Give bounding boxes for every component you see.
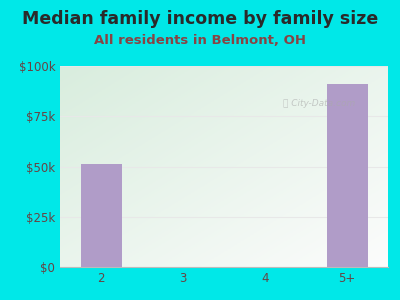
Bar — [326, 84, 368, 267]
Text: All residents in Belmont, OH: All residents in Belmont, OH — [94, 34, 306, 47]
Text: ⓘ City-Data.com: ⓘ City-Data.com — [283, 99, 355, 108]
Bar — [80, 164, 122, 267]
Text: Median family income by family size: Median family income by family size — [22, 11, 378, 28]
